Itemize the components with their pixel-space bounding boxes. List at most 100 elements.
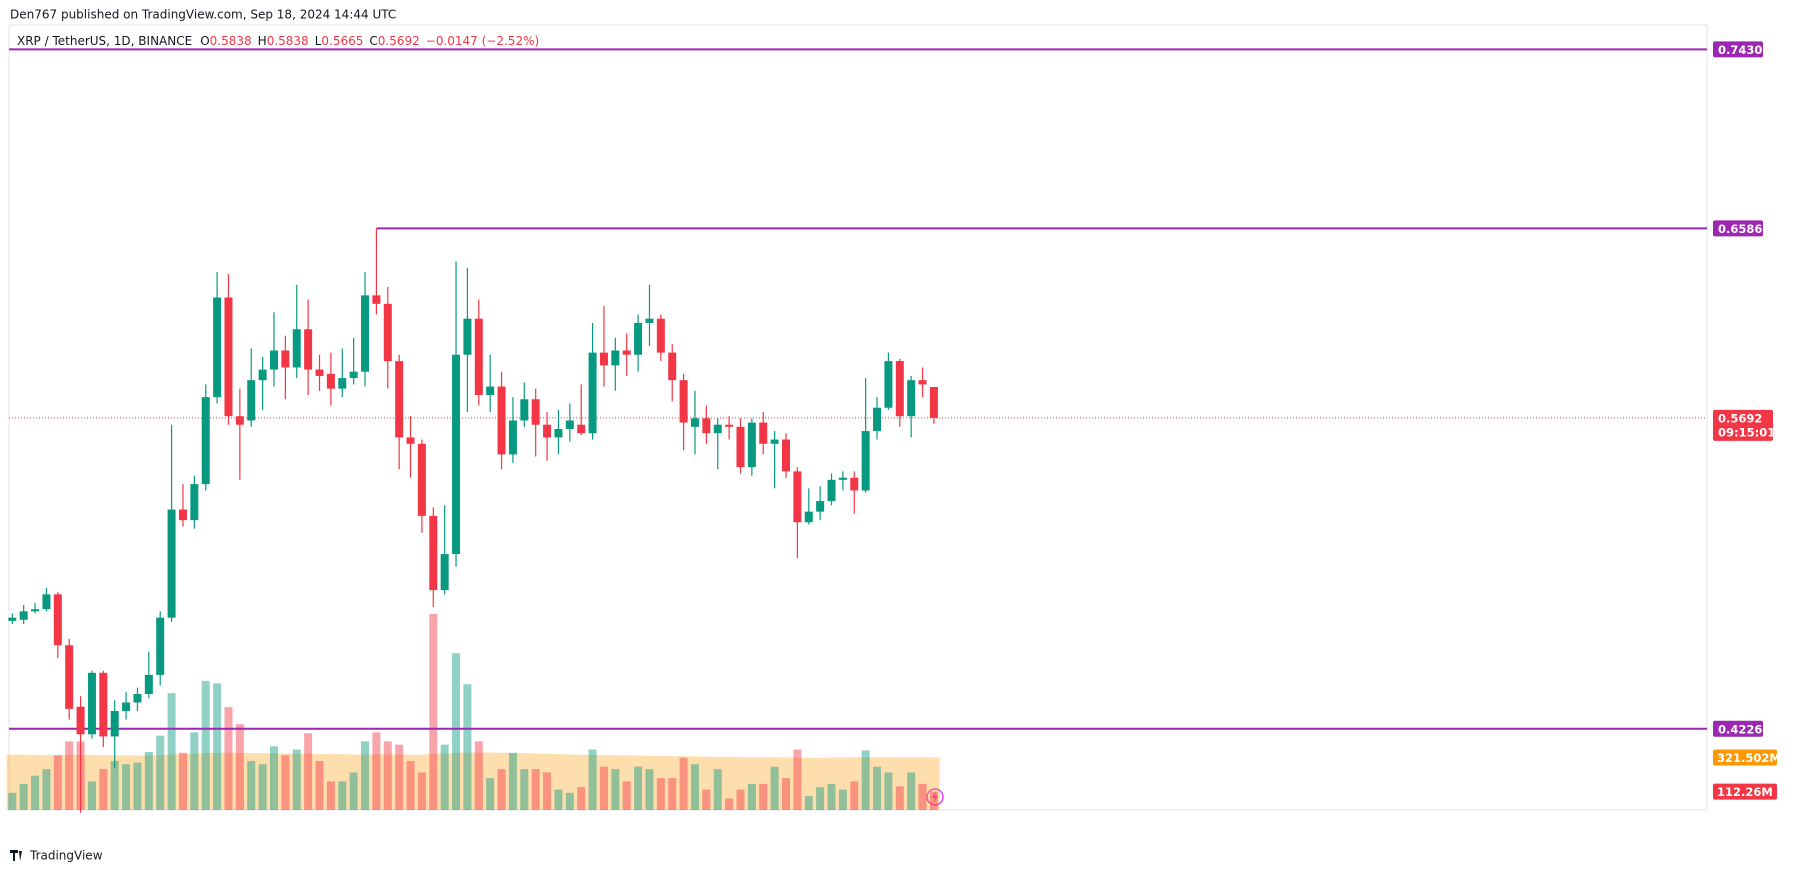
candle-body (338, 378, 347, 389)
volume-bar (554, 789, 563, 810)
volume-bar (690, 764, 699, 810)
volume-tag-label: 321.502M (1717, 751, 1781, 765)
volume-bar (611, 769, 620, 810)
volume-bar (167, 693, 176, 810)
volume-bar (99, 769, 108, 810)
candle-body (144, 674, 153, 695)
candle-body (8, 617, 17, 621)
candle-body (99, 672, 108, 737)
candle-body (747, 422, 756, 468)
volume-bar (702, 789, 711, 810)
candle-body (497, 386, 506, 455)
candle-body (622, 350, 631, 355)
candle-body (588, 352, 597, 434)
volume-bar (873, 766, 882, 810)
candle-body (520, 399, 529, 421)
volume-bar (543, 772, 552, 810)
volume-bar (918, 783, 927, 810)
volume-bar (110, 760, 119, 810)
candle-body (190, 484, 199, 521)
candle-body (42, 594, 51, 610)
volume-tag (1713, 783, 1777, 800)
candle-body (702, 418, 711, 434)
volume-bar (634, 766, 643, 810)
level-label: 0.4226 (1718, 722, 1762, 736)
volume-bar (929, 791, 938, 810)
volume-bar (383, 741, 392, 810)
candle-body (679, 380, 688, 423)
volume-bar (759, 783, 768, 810)
volume-bar (463, 684, 472, 810)
volume-bar (793, 749, 802, 810)
candle-body (167, 509, 176, 618)
volume-bar (497, 769, 506, 810)
high-value: 0.5838 (267, 34, 309, 48)
candle-body (645, 318, 654, 323)
candle-body (452, 354, 461, 555)
candle-body (133, 694, 142, 703)
volume-bar (224, 707, 233, 810)
open-label: O (200, 34, 209, 48)
volume-bar (725, 798, 734, 810)
level-tag (1713, 220, 1763, 237)
volume-bar (247, 760, 256, 810)
volume-bar (508, 752, 517, 810)
candle-body (247, 380, 256, 421)
candle-body (65, 645, 74, 709)
candle-body (554, 428, 563, 438)
volume-bar (31, 775, 40, 810)
volume-bar (269, 746, 278, 810)
candle-body (565, 420, 574, 429)
volume-bar (588, 749, 597, 810)
volume-bar (452, 653, 461, 810)
volume-bar (645, 769, 654, 810)
volume-bar (8, 792, 17, 810)
volume-bar (747, 783, 756, 810)
candle-body (383, 303, 392, 362)
volume-bar (861, 750, 870, 810)
candle-body (793, 471, 802, 523)
volume-bar (577, 787, 586, 810)
candle-body (611, 350, 620, 366)
close-value: 0.5692 (378, 34, 420, 48)
volume-bar (531, 769, 540, 810)
candle-body (918, 380, 927, 385)
publish-header: Den767 published on TradingView.com, Sep… (10, 8, 396, 22)
candle-body (838, 477, 847, 480)
candle-body (873, 407, 882, 432)
candle-body (713, 424, 722, 434)
candle-body (486, 386, 495, 396)
volume-bar (679, 757, 688, 810)
low-label: L (315, 34, 322, 48)
volume-ma-area (6, 752, 940, 810)
candle-body (440, 554, 449, 591)
volume-bar (417, 772, 426, 810)
candle-body (178, 509, 187, 521)
candle-body (668, 352, 677, 381)
candle-body (907, 380, 916, 417)
volume-bar (782, 778, 791, 810)
replay-icon (926, 788, 944, 806)
volume-bar (599, 766, 608, 810)
candle-body (861, 431, 870, 491)
candle-body (235, 416, 244, 425)
candle-body (429, 515, 438, 591)
candle-body (634, 322, 643, 355)
volume-bar (292, 749, 301, 810)
candle-body (725, 424, 734, 427)
candle-body (474, 318, 483, 396)
candle-body (281, 350, 290, 368)
low-value: 0.5665 (321, 34, 363, 48)
logo (10, 850, 22, 861)
candle-body (406, 437, 415, 444)
volume-bar (19, 783, 28, 810)
volume-bar (122, 764, 131, 810)
volume-bar (235, 724, 244, 810)
volume-bar (190, 732, 199, 810)
candle-body (895, 361, 904, 417)
candle-body (759, 422, 768, 444)
candle-body (417, 443, 426, 516)
volume-bar (736, 789, 745, 810)
